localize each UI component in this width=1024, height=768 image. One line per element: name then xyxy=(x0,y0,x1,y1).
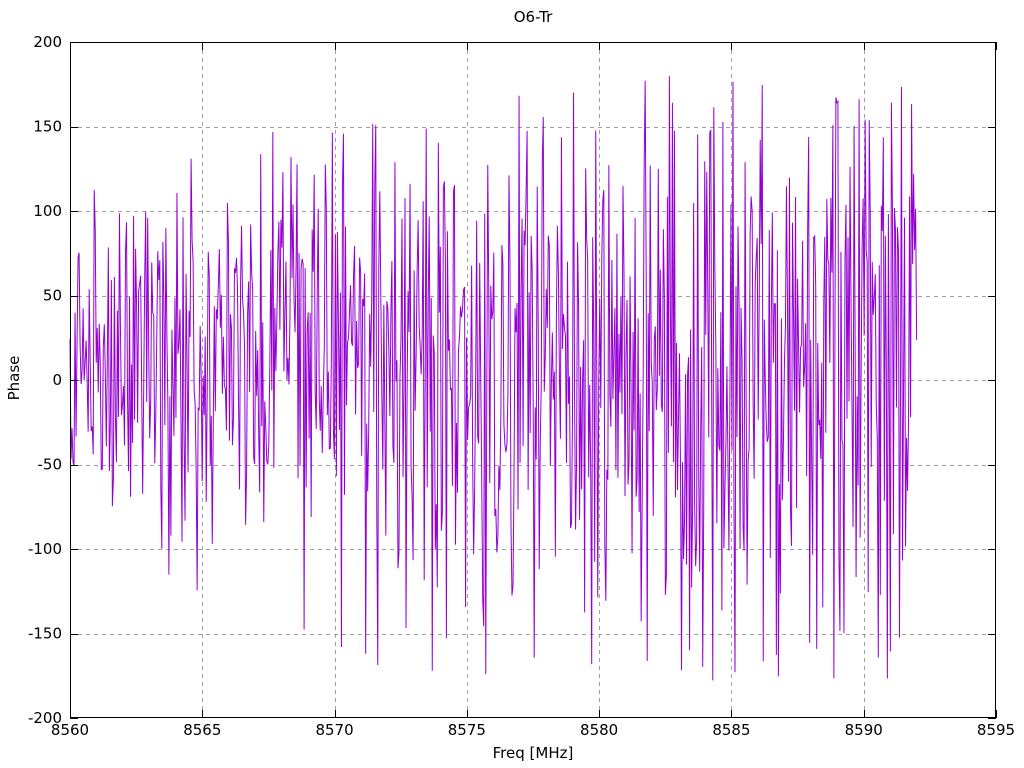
chart-title: O6-Tr xyxy=(513,8,553,26)
y-tick-label: 150 xyxy=(33,118,62,136)
y-tick-label: 50 xyxy=(43,287,62,305)
x-tick-label: 8580 xyxy=(580,721,618,739)
y-tick-label: -150 xyxy=(28,625,62,643)
y-tick-label: 100 xyxy=(33,202,62,220)
x-tick-label: 8570 xyxy=(315,721,353,739)
x-tick-label: 8585 xyxy=(712,721,750,739)
phase-trace xyxy=(69,76,918,681)
y-tick-label: 200 xyxy=(33,33,62,51)
y-tick-label: -200 xyxy=(28,709,62,727)
x-tick-label: 8590 xyxy=(845,721,883,739)
y-tick-label: -100 xyxy=(28,540,62,558)
x-tick-label: 8595 xyxy=(977,721,1015,739)
x-tick-label: 8560 xyxy=(51,721,89,739)
x-axis-label: Freq [MHz] xyxy=(492,744,574,762)
y-tick-label: 0 xyxy=(52,371,62,389)
x-tick-label: 8565 xyxy=(183,721,221,739)
y-tick-label: -50 xyxy=(38,456,63,474)
x-tick-label: 8575 xyxy=(448,721,486,739)
